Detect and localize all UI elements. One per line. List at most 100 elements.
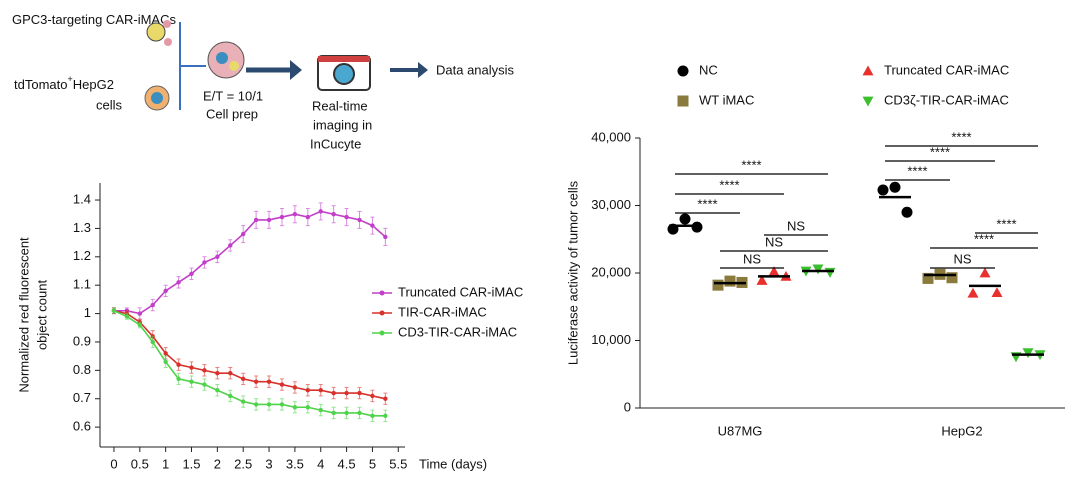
point [812,264,824,275]
legend-label: WT iMAC [699,92,754,107]
analysis-label: Data analysis [436,62,515,77]
point [189,271,194,277]
y-tick-label: 1.1 [73,277,91,292]
point [979,267,991,278]
point [253,379,259,384]
x-tick-label: 5 [369,456,376,471]
point [344,410,349,416]
ratio-label: E/T = 10/1 [203,88,263,103]
point [344,390,349,396]
point [724,275,736,287]
point [163,288,168,294]
point [901,206,913,218]
significance-label: **** [930,144,950,159]
legend-swatch [862,65,874,76]
y-tick-label: 30,000 [591,197,631,212]
series-line [113,210,386,315]
point [240,399,246,404]
arrow [290,60,302,80]
point [318,388,323,393]
point [215,388,220,393]
x-tick-label: 4 [317,456,324,471]
point [946,272,958,284]
point [922,272,934,284]
point [768,266,780,277]
x-tick-label: 2.5 [234,456,252,471]
y-axis-label: Normalized red fluorescent [16,237,31,393]
point [111,308,117,313]
point [215,370,220,376]
point [150,302,155,308]
point [266,402,272,407]
point [266,217,272,223]
y-tick-label: 10,000 [591,332,631,347]
point [189,379,194,384]
target-label: tdTomato+HepG2 [14,74,114,92]
point [967,287,979,298]
legend-swatch [379,310,385,316]
point [124,314,130,319]
point [253,217,259,223]
point [889,181,901,193]
significance-label: **** [697,196,717,211]
imaging-label: imaging in [313,117,372,132]
imaging-label: Real-time [312,98,368,113]
point [163,351,168,356]
point [344,214,349,220]
arrow [418,62,428,78]
y-tick-label: 1.2 [73,248,91,263]
significance-label: NS [787,218,805,233]
x-tick-label: 4.5 [338,456,356,471]
point [691,221,703,233]
y-tick-label: 1 [84,305,91,320]
point [137,322,143,328]
point [189,365,194,370]
x-tick-label: 1.5 [182,456,200,471]
legend-label: NC [699,62,718,77]
target-label: cells [96,97,123,112]
point [305,405,311,410]
x-tick-label: 1 [162,456,169,471]
prep-label: Cell prep [206,106,258,121]
x-tick-label: U87MG [718,423,763,438]
point [383,234,388,240]
significance-label: NS [765,234,783,249]
workflow: GPC3-targeting CAR-iMACs tdTomato+HepG2 … [12,12,515,151]
legend-label: CD3-TIR-CAR-iMAC [398,324,517,339]
legend-label: Truncated CAR-iMAC [884,62,1009,77]
point [370,223,375,228]
point [176,280,181,285]
point [266,379,272,384]
point [202,260,207,265]
y-tick-label: 40,000 [591,129,631,144]
x-tick-label: 0 [110,456,117,471]
significance-label: **** [974,231,994,246]
point [1022,348,1034,359]
cell-icon [163,20,171,28]
point [357,410,362,416]
point [383,413,388,418]
point [305,388,311,393]
cell-icon [151,92,163,104]
x-tick-label: 0.5 [131,456,149,471]
point [357,217,362,223]
imaging-label: InCucyte [310,136,361,151]
point [318,407,323,413]
point [176,376,181,382]
point [240,231,246,237]
point [357,390,362,396]
significance-label: **** [719,177,739,192]
legend-swatch [677,95,689,107]
point [150,339,155,345]
point [292,212,298,217]
mix-icon [229,61,239,71]
point [228,243,233,248]
x-tick-label: 3.5 [286,456,304,471]
point [370,393,375,399]
point [331,390,336,396]
y-tick-label: 1.3 [73,220,91,235]
point [279,402,285,407]
point [240,376,246,382]
y-axis-label: object count [34,280,49,350]
